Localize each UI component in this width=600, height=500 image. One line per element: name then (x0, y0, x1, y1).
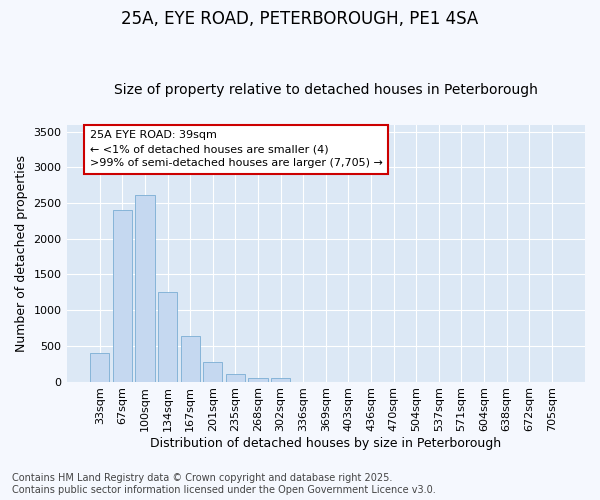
X-axis label: Distribution of detached houses by size in Peterborough: Distribution of detached houses by size … (150, 437, 502, 450)
Title: Size of property relative to detached houses in Peterborough: Size of property relative to detached ho… (114, 83, 538, 97)
Bar (136, 194, 155, 382)
Bar (181, 336, 200, 382)
Bar (113, 210, 132, 382)
Bar (226, 374, 245, 382)
Text: 25A, EYE ROAD, PETERBOROUGH, PE1 4SA: 25A, EYE ROAD, PETERBOROUGH, PE1 4SA (121, 10, 479, 28)
Bar (158, 292, 177, 382)
Bar (203, 362, 223, 382)
Text: 25A EYE ROAD: 39sqm
← <1% of detached houses are smaller (4)
>99% of semi-detach: 25A EYE ROAD: 39sqm ← <1% of detached ho… (89, 130, 382, 168)
Bar (90, 353, 109, 382)
Bar (248, 378, 268, 382)
Bar (271, 378, 290, 382)
Y-axis label: Number of detached properties: Number of detached properties (15, 154, 28, 352)
Text: Contains HM Land Registry data © Crown copyright and database right 2025.
Contai: Contains HM Land Registry data © Crown c… (12, 474, 436, 495)
